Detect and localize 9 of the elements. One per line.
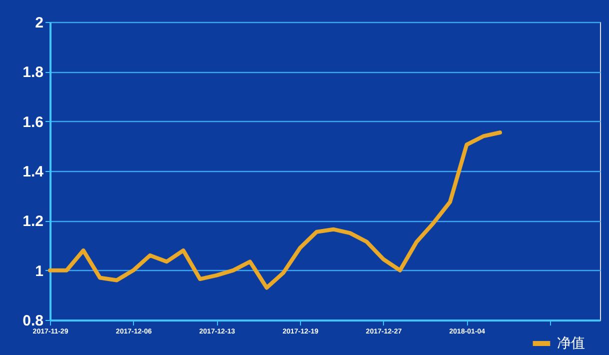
line-series <box>48 130 502 290</box>
y-tick-label: 1 <box>35 262 44 280</box>
y-tick-label: 2 <box>35 14 44 32</box>
legend-label: 净值 <box>557 334 585 350</box>
y-tick-label: 1.6 <box>22 114 44 131</box>
y-tick-label: 1.8 <box>22 64 44 82</box>
y-tick-label: 0.8 <box>22 312 44 330</box>
y-tick-label: 1.2 <box>22 213 44 230</box>
y-tick-label: 1.4 <box>22 164 44 180</box>
